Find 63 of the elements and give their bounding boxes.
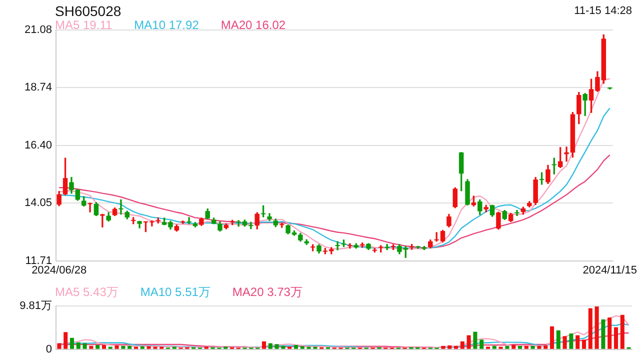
bar [262,341,266,349]
text: MA5 5.43万 [55,284,118,301]
bar [537,346,542,349]
bar [601,319,606,349]
bar [274,344,279,349]
bar [594,306,599,349]
bar [480,340,484,349]
bar [128,346,132,349]
text: MA20 16.02 [220,18,286,32]
y-tick-label: 18.74 [24,82,52,94]
y-tick-label: 0 [46,343,52,356]
bar [569,333,574,349]
bar [121,346,126,349]
bar [466,335,471,349]
y-tick-label: 14.05 [24,197,52,210]
bar [530,346,535,349]
bar [76,342,80,349]
y-tick-label: 21.08 [24,24,52,36]
bar [102,344,106,349]
bar [448,345,452,349]
x-tick-label: 2024/06/28 [32,264,87,276]
chart-title: SH605028 [55,3,122,19]
bar [64,332,68,349]
text: MA10 5.51万 [140,284,210,301]
bar [576,335,580,349]
bar [460,341,464,349]
bar [82,343,87,349]
bar [588,308,592,349]
bar [89,346,94,349]
bar [70,338,74,349]
bar [524,346,528,349]
bar [582,340,586,349]
bar [518,346,522,349]
bar [550,326,554,349]
bar [57,343,62,349]
bar [562,336,567,349]
bar [294,344,298,349]
bar [544,345,548,349]
x-tick-label: 2024/11/15 [582,264,637,276]
text: MA20 3.73万 [232,284,302,301]
bar [268,343,272,349]
y-tick-label: 16.40 [24,139,52,152]
bar [614,327,618,349]
bar [473,332,478,349]
bar [146,346,151,349]
text: MA10 17.92 [134,18,199,32]
bar [441,346,446,349]
text: 11-15 14:28 [574,5,632,17]
bar [96,344,100,349]
text: MA5 19.11 [55,18,112,32]
bar [140,346,144,349]
bar [454,346,458,349]
bar [505,346,510,349]
bar [281,346,286,349]
bar [556,330,560,349]
bar [608,318,612,349]
bar [492,346,496,349]
bar [512,344,516,349]
y-tick-label: 9.81万 [20,300,52,312]
bar [114,345,119,349]
y-tick-label: 11.71 [25,254,52,267]
bar [620,314,624,349]
bar [300,346,304,349]
